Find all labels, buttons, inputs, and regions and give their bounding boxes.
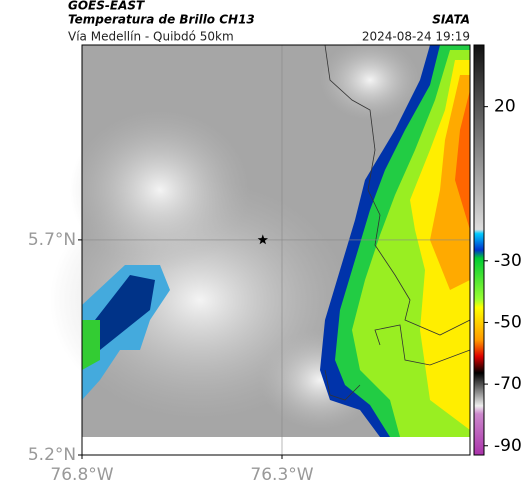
colorbar-tick-label: -30 [494, 251, 522, 271]
colorbar-tick-label: 20 [494, 97, 516, 117]
axes: 5.2°N 5.7°N 76.8°W 76.3°W [28, 45, 470, 485]
y-tick-label: 5.7°N [28, 230, 76, 250]
location-marker [257, 234, 268, 245]
colorbar-tick-label: -70 [494, 374, 522, 394]
source: GOES-EAST [68, 0, 145, 13]
x-tick-label: 76.3°W [250, 465, 313, 485]
map-frame [81, 44, 471, 456]
colorbar-tick-label: -50 [494, 312, 522, 332]
datetime: 2024-08-24 19:19 [362, 30, 470, 44]
y-tick-label: 5.2°N [28, 445, 76, 465]
colorbar [473, 44, 485, 456]
title: Temperatura de Brillo CH13 [68, 13, 255, 27]
subtitle: Vía Medellín - Quibdó 50km [68, 30, 234, 44]
satellite-image [50, 40, 471, 455]
x-tick-label: 76.8°W [50, 465, 113, 485]
org: SIATA [432, 13, 470, 27]
colorbar-tick-label: -90 [494, 436, 522, 456]
